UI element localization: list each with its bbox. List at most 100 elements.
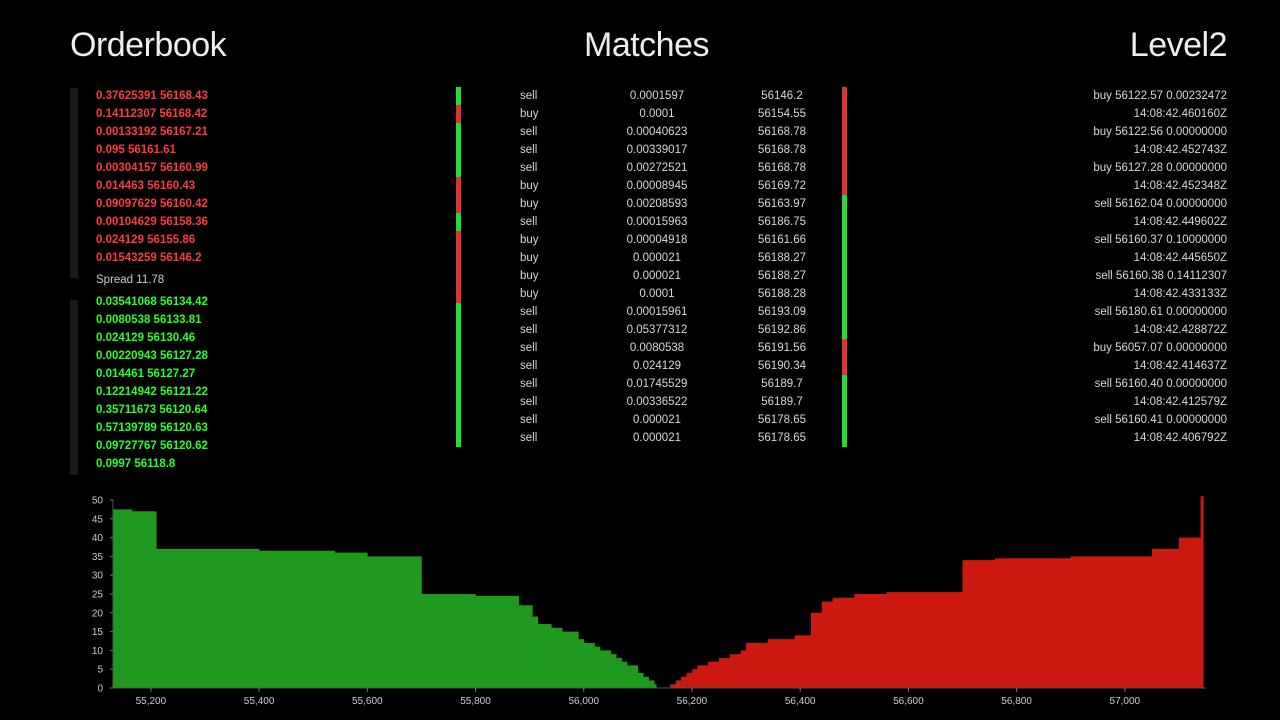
match-side-indicator <box>842 339 847 357</box>
match-price: 56178.65 <box>758 414 806 426</box>
asks-depth-step <box>697 665 709 688</box>
y-tick-label: 45 <box>92 514 104 525</box>
match-row: buy 0.00008945 56169.72 <box>470 177 840 195</box>
level2-timestamp: 14:08:42.452743Z <box>1133 144 1227 156</box>
match-side: sell <box>520 432 538 444</box>
y-tick-label: 0 <box>97 684 103 695</box>
asks-depth-step <box>767 639 796 688</box>
asks-depth-step <box>1178 537 1201 688</box>
match-side-indicator <box>842 429 847 447</box>
match-side: sell <box>520 378 538 390</box>
match-side-indicator <box>456 321 461 339</box>
level2-timestamp: 14:08:42.406792Z <box>1133 432 1227 444</box>
match-side: buy <box>520 288 539 300</box>
match-side-indicator <box>456 141 461 159</box>
match-side-indicator <box>456 177 461 195</box>
bids-depth-step <box>367 556 411 688</box>
match-size: 0.0001 <box>639 108 675 120</box>
asks-depth-step <box>670 684 677 688</box>
match-side-indicator <box>842 249 847 267</box>
match-size: 0.00015961 <box>626 306 688 318</box>
match-side: sell <box>520 216 538 228</box>
match-price: 56188.27 <box>758 270 806 282</box>
match-side-indicator <box>456 213 461 231</box>
bids-depth-step <box>334 552 368 688</box>
match-side: buy <box>520 198 539 210</box>
asks-depth-step <box>821 601 833 688</box>
x-tick-label: 56,000 <box>568 696 599 707</box>
match-side-indicator <box>842 411 847 429</box>
asks-depth-step <box>729 654 741 688</box>
bids-depth-step <box>599 650 612 688</box>
orderbook-bid-row: 0.024129 56130.46 <box>96 332 196 344</box>
bids-depth-step <box>475 595 520 688</box>
y-tick-label: 40 <box>92 533 104 544</box>
level2-timestamp: 14:08:42.460160Z <box>1133 108 1227 120</box>
match-side-indicator <box>842 285 847 303</box>
match-row: buy 0.000021 56188.27 <box>470 249 840 267</box>
match-price: 56161.66 <box>758 234 806 246</box>
match-size: 0.000021 <box>633 432 681 444</box>
asks-depth-step <box>691 669 698 688</box>
match-size: 0.00336522 <box>626 396 688 408</box>
orderbook-ask-row: 0.09097629 56160.42 <box>96 198 208 210</box>
bids-depth-step <box>259 550 336 688</box>
orderbook-bid-row: 0.0997 56118.8 <box>96 458 176 470</box>
bids-depth-step <box>551 627 563 688</box>
orderbook-bid-depth-track <box>70 300 78 475</box>
match-side-indicator <box>456 375 461 393</box>
match-row: sell 0.01745529 56189.7 <box>470 375 840 393</box>
orderbook-bid-row: 0.0080538 56133.81 <box>96 314 202 326</box>
bids-depth-step <box>627 665 639 688</box>
level2-update: sell 56160.40 0.00000000 <box>1094 378 1227 390</box>
match-price: 56188.27 <box>758 252 806 264</box>
bids-depth-step <box>578 639 585 688</box>
match-side-indicator <box>842 195 847 213</box>
match-side-indicator <box>456 267 461 285</box>
match-side: sell <box>520 126 538 138</box>
matches-side-bar-left <box>456 87 461 447</box>
asks-depth-step <box>854 594 888 688</box>
match-side-indicator <box>456 411 461 429</box>
match-side-indicator <box>842 159 847 177</box>
match-row: buy 0.00004918 56161.66 <box>470 231 840 249</box>
match-row: buy 0.0001 56154.55 <box>470 105 840 123</box>
match-row: sell 0.0080538 56191.56 <box>470 339 840 357</box>
match-size: 0.05377312 <box>626 324 688 336</box>
match-side: sell <box>520 324 538 336</box>
level2-timestamp: 14:08:42.428872Z <box>1133 324 1227 336</box>
level2-timestamp: 14:08:42.433133Z <box>1133 288 1227 300</box>
match-side-indicator <box>456 87 461 105</box>
bids-depth-step <box>131 511 157 688</box>
match-side: sell <box>520 144 538 156</box>
bids-depth-step <box>562 631 579 688</box>
match-side: sell <box>520 414 538 426</box>
match-side: sell <box>520 162 538 174</box>
orderbook-ask-row: 0.024129 56155.86 <box>96 234 196 246</box>
match-side-indicator <box>842 357 847 375</box>
match-side-indicator <box>456 339 461 357</box>
match-side: buy <box>520 252 539 264</box>
x-tick-label: 55,600 <box>352 696 383 707</box>
orderbook-ask-row: 0.37625391 56168.43 <box>96 90 208 102</box>
bids-depth-step <box>648 680 655 688</box>
match-side-indicator <box>456 123 461 141</box>
level2-update: buy 56122.56 0.00000000 <box>1093 126 1227 138</box>
match-size: 0.00272521 <box>626 162 688 174</box>
match-side-indicator <box>456 285 461 303</box>
bids-depth-step <box>113 509 133 688</box>
asks-depth-step <box>1151 548 1180 688</box>
level2-timestamp: 14:08:42.414637Z <box>1133 360 1227 372</box>
x-tick-label: 55,200 <box>136 696 167 707</box>
level2-title: Level2 <box>1129 26 1228 64</box>
orderbook-panel: 0.37625391 56168.43 0.14112307 56168.42 0.… <box>96 87 396 473</box>
match-side-indicator <box>842 105 847 123</box>
match-side-indicator <box>456 195 461 213</box>
y-tick-label: 5 <box>97 665 103 676</box>
bids-depth-step <box>621 661 628 688</box>
match-price: 56189.7 <box>761 396 803 408</box>
x-tick-label: 56,800 <box>1001 696 1032 707</box>
level2-update: sell 56160.38 0.14112307 <box>1095 270 1227 282</box>
match-row: sell 0.00015963 56186.75 <box>470 213 840 231</box>
match-row: sell 0.00015961 56193.09 <box>470 303 840 321</box>
